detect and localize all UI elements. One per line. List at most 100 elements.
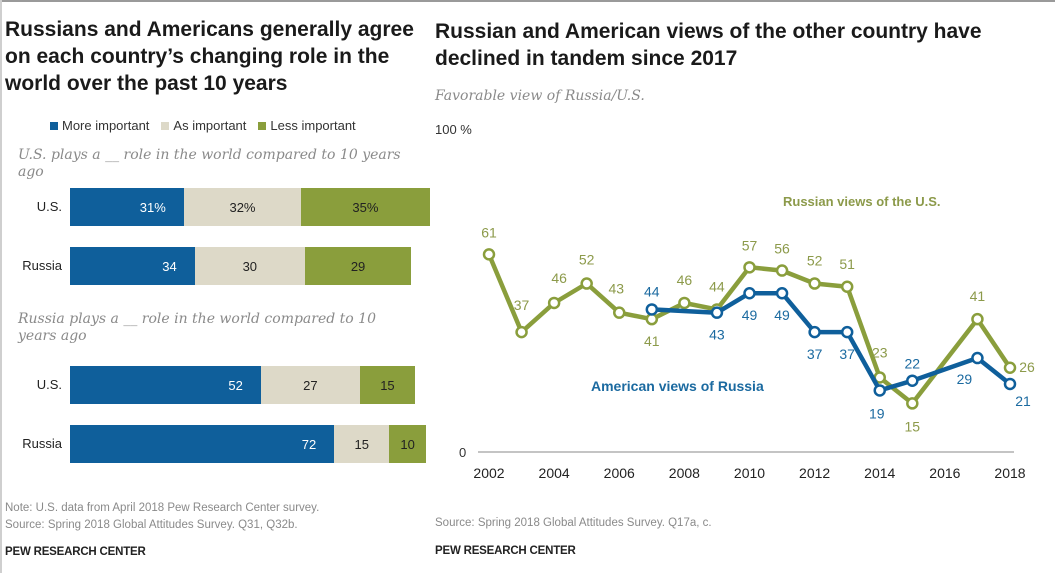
data-label: 46 xyxy=(677,272,693,288)
left-legend: More important As important Less importa… xyxy=(50,118,356,133)
segment-as-important: 15 xyxy=(334,425,390,463)
x-tick-label: 2012 xyxy=(799,465,830,481)
data-label: 44 xyxy=(644,283,660,299)
legend-item-more-important: More important xyxy=(50,118,149,133)
left-brand: PEW RESEARCH CENTER xyxy=(5,546,146,558)
segment-less-important: 15 xyxy=(359,366,415,404)
legend-label: As important xyxy=(173,118,247,133)
data-label: 56 xyxy=(774,241,790,257)
data-point xyxy=(482,248,496,261)
y-axis-top-label: 100 % xyxy=(435,122,472,137)
x-tick-label: 2010 xyxy=(734,465,765,481)
x-tick-label: 2008 xyxy=(669,465,700,481)
data-label: 22 xyxy=(905,356,921,372)
data-label: 37 xyxy=(807,346,823,362)
x-tick-label: 2002 xyxy=(473,465,504,481)
left-border xyxy=(0,0,2,573)
data-label: 23 xyxy=(872,344,888,360)
legend-label: More important xyxy=(62,118,150,133)
data-label: 49 xyxy=(774,307,790,323)
segment-less-important: 29 xyxy=(304,247,412,285)
data-point xyxy=(775,264,789,277)
stacked-bar: 31% 32% 35% xyxy=(70,188,430,226)
x-tick-label: 2016 xyxy=(929,465,960,481)
legend-label: Less important xyxy=(270,118,356,133)
data-point xyxy=(808,325,821,339)
segment-as-important: 27 xyxy=(260,366,360,404)
right-source: Source: Spring 2018 Global Attitudes Sur… xyxy=(435,517,712,529)
data-point xyxy=(971,312,984,326)
question-russia-role: Russia plays a __ role in the world comp… xyxy=(18,311,376,344)
data-point xyxy=(873,384,886,397)
series-label-american-views: American views of Russia xyxy=(591,378,764,394)
left-source: Source: Spring 2018 Global Attitudes Sur… xyxy=(5,519,298,531)
data-point xyxy=(613,306,626,319)
data-point xyxy=(808,277,821,290)
x-tick-label: 2018 xyxy=(994,465,1025,481)
data-label: 43 xyxy=(709,327,725,343)
series-line xyxy=(486,253,1012,406)
data-label: 19 xyxy=(869,405,885,421)
bar-row-label: Russia xyxy=(22,258,62,273)
data-label: 37 xyxy=(514,297,530,313)
stacked-bar: 72 15 10 xyxy=(70,425,426,463)
right-panel: Russian and American views of the other … xyxy=(430,0,1055,573)
data-label: 61 xyxy=(481,224,497,240)
x-tick-label: 2014 xyxy=(864,465,895,481)
data-label: 43 xyxy=(608,281,624,297)
segment-more-important: 52 xyxy=(70,366,261,404)
bar-row-label: U.S. xyxy=(36,377,62,392)
legend-swatch-less xyxy=(258,121,267,130)
legend-swatch-more xyxy=(50,121,58,130)
data-label: 26 xyxy=(1019,359,1035,375)
data-label: 15 xyxy=(905,418,921,434)
data-label: 46 xyxy=(551,270,567,286)
data-point xyxy=(906,397,919,410)
data-label: 52 xyxy=(807,253,823,269)
data-label: 41 xyxy=(970,288,986,304)
data-label: 51 xyxy=(839,256,855,272)
data-point xyxy=(775,286,789,300)
right-chart-title: Russian and American views of the other … xyxy=(435,20,982,70)
data-point xyxy=(515,325,528,339)
data-label: 52 xyxy=(579,252,595,268)
right-brand: PEW RESEARCH CENTER xyxy=(435,545,576,557)
legend-item-as-important: As important xyxy=(161,118,246,133)
series-label-russian-views: Russian views of the U.S. xyxy=(783,194,941,209)
x-tick-label: 2006 xyxy=(604,465,635,481)
segment-more-important: 72 xyxy=(70,425,335,463)
data-point xyxy=(645,303,659,316)
left-panel: Russians and Americans generally agree o… xyxy=(0,0,430,573)
data-point xyxy=(580,277,593,290)
question-us-role: U.S. plays a __ role in the world compar… xyxy=(18,147,401,180)
series-lines: 61 37 46 52 43 41 46 44 57 56 52 51 23 15 41 26 44 43 49 49… xyxy=(481,224,1035,434)
legend-item-less-important: Less important xyxy=(258,118,356,133)
data-label: 21 xyxy=(1015,393,1031,409)
stacked-bar: 34 30 29 xyxy=(70,247,412,285)
data-point xyxy=(710,306,724,319)
data-point xyxy=(971,351,984,365)
data-point xyxy=(547,296,561,310)
series-russian-views-of-us: 61 37 46 52 43 41 46 44 57 56 52 51 23 15 41 26 xyxy=(481,224,1035,434)
data-point xyxy=(840,325,854,339)
data-label: 41 xyxy=(644,333,660,349)
data-point xyxy=(1003,361,1017,375)
bar-row-label: U.S. xyxy=(36,199,62,214)
left-note: Note: U.S. data from April 2018 Pew Rese… xyxy=(5,502,320,514)
segment-as-important: 32% xyxy=(183,188,302,226)
data-label: 44 xyxy=(709,278,725,294)
line-chart: 100 % 0 2002 2004 2006 2008 2010 2012 2014 2016… xyxy=(435,122,1035,481)
series-line xyxy=(651,290,1012,393)
data-label: 57 xyxy=(742,237,758,253)
series-american-views-of-russia: 44 43 49 49 37 37 19 22 29 21 xyxy=(644,283,1031,421)
legend-swatch-same xyxy=(161,121,170,130)
stacked-bar: 52 27 15 xyxy=(70,366,415,404)
right-chart-subtitle: Favorable view of Russia/U.S. xyxy=(435,88,645,104)
y-axis-zero-label: 0 xyxy=(459,445,466,460)
data-point xyxy=(678,296,691,310)
data-point xyxy=(743,286,756,300)
bar-row-label: Russia xyxy=(22,436,62,451)
top-border xyxy=(0,0,1055,2)
segment-more-important: 34 xyxy=(70,247,195,285)
x-tick-label: 2004 xyxy=(539,465,570,481)
